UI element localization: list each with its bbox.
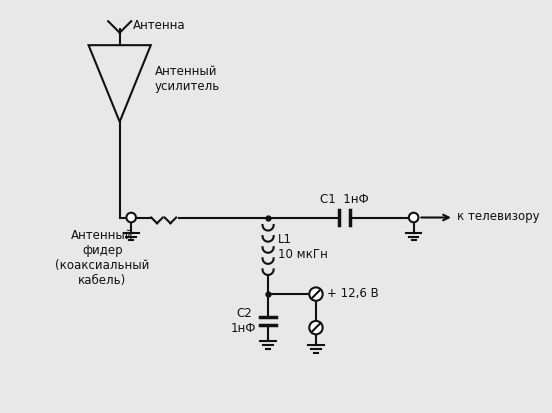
Text: С2
1нФ: С2 1нФ xyxy=(231,307,257,335)
Circle shape xyxy=(309,321,323,334)
Circle shape xyxy=(126,213,136,222)
Text: к телевизору: к телевизору xyxy=(457,210,539,223)
Circle shape xyxy=(309,287,323,301)
Text: Антенный
фидер
(коаксиальный
кабель): Антенный фидер (коаксиальный кабель) xyxy=(55,229,150,287)
Circle shape xyxy=(409,213,418,222)
Text: Антенный
усилитель: Антенный усилитель xyxy=(155,65,220,93)
Text: + 12,6 В: + 12,6 В xyxy=(327,287,379,300)
Text: L1
10 мкГн: L1 10 мкГн xyxy=(278,233,327,261)
Text: С1  1нФ: С1 1нФ xyxy=(320,193,369,206)
Text: Антенна: Антенна xyxy=(133,19,185,31)
